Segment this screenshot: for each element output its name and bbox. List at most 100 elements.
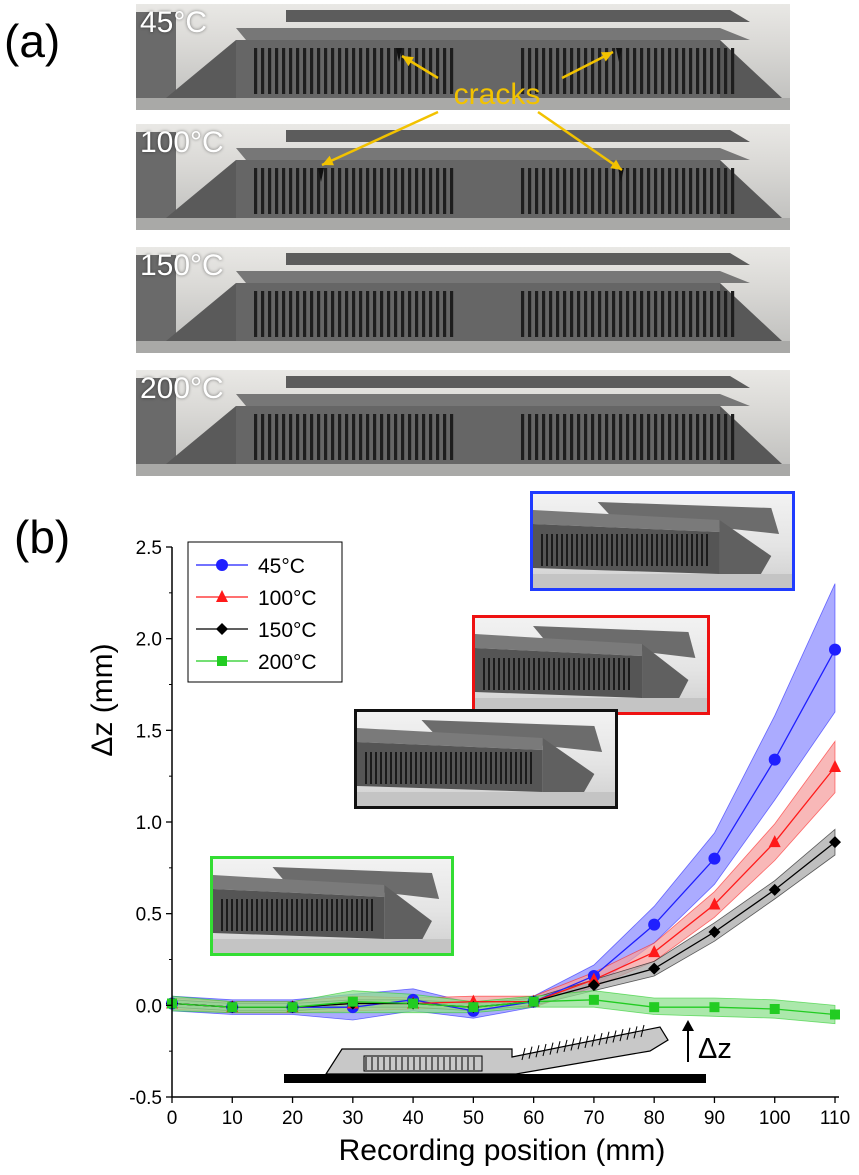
panel-b-label: (b) xyxy=(14,511,71,563)
y-tick-label: 0.0 xyxy=(136,996,162,1017)
slit xyxy=(303,291,307,337)
inset-slit xyxy=(656,534,658,566)
slit xyxy=(345,291,349,337)
schematic-slit xyxy=(640,1024,645,1038)
slit xyxy=(317,168,321,214)
inset-slit xyxy=(236,899,238,931)
slit xyxy=(717,48,721,94)
panel-a-label: (a) xyxy=(4,15,61,67)
legend-label: 100°C xyxy=(258,587,317,610)
slit xyxy=(268,414,272,460)
slit xyxy=(647,414,651,460)
inset-slit xyxy=(321,899,323,931)
slit xyxy=(401,291,405,337)
left-block xyxy=(136,12,176,110)
slit xyxy=(359,48,363,94)
inset-slit xyxy=(365,752,367,784)
data-point xyxy=(830,1009,840,1020)
inset-slit xyxy=(573,658,575,690)
slit xyxy=(366,48,370,94)
slit xyxy=(689,291,693,337)
slit xyxy=(310,414,314,460)
slit xyxy=(612,291,616,337)
inset-slit xyxy=(621,534,623,566)
crack-arrow-head xyxy=(402,56,414,67)
slit xyxy=(696,168,700,214)
slit xyxy=(626,291,630,337)
slit xyxy=(436,414,440,460)
slit xyxy=(254,414,258,460)
slit xyxy=(654,48,658,94)
slit xyxy=(535,414,539,460)
crack-arrow xyxy=(321,110,439,167)
slit xyxy=(542,291,546,337)
inset-slit xyxy=(616,534,618,566)
slit xyxy=(675,168,679,214)
base-plate xyxy=(136,341,790,353)
data-point xyxy=(649,1002,660,1013)
slit xyxy=(633,291,637,337)
crack-annotation-overlay: cracks xyxy=(321,50,623,172)
x-axis-label: Recording position (mm) xyxy=(339,1134,666,1167)
slit xyxy=(296,168,300,214)
slit xyxy=(563,48,567,94)
series-lines xyxy=(171,649,836,1016)
slit xyxy=(429,168,433,214)
slit xyxy=(275,414,279,460)
slit xyxy=(443,48,447,94)
inset-slit xyxy=(331,899,333,931)
inset-slit xyxy=(671,534,673,566)
confidence-band xyxy=(171,583,836,1021)
back-rail xyxy=(286,376,750,388)
slit xyxy=(647,48,651,94)
slit xyxy=(703,291,707,337)
slit xyxy=(275,291,279,337)
photo-temp-label: 45°C xyxy=(140,6,208,39)
inset-bar-top xyxy=(475,634,643,656)
data-point xyxy=(217,656,227,666)
slit xyxy=(731,48,735,94)
slit xyxy=(696,414,700,460)
slit xyxy=(731,291,735,337)
inset-slit xyxy=(221,899,223,931)
left-slope xyxy=(166,160,236,218)
left-slope xyxy=(166,283,236,341)
slit xyxy=(563,291,567,337)
slit xyxy=(689,168,693,214)
inset-slit xyxy=(380,752,382,784)
slit xyxy=(556,168,560,214)
data-point xyxy=(216,590,228,602)
slit xyxy=(282,168,286,214)
data-point xyxy=(408,998,419,1009)
slit xyxy=(380,48,384,94)
inset-slit xyxy=(661,534,663,566)
slit xyxy=(640,291,644,337)
slit xyxy=(549,291,553,337)
inset-slit xyxy=(483,658,485,690)
slit xyxy=(605,291,609,337)
data-point xyxy=(468,1002,479,1013)
slit xyxy=(436,291,440,337)
schematic-slit xyxy=(556,1041,561,1054)
slit xyxy=(401,48,405,94)
slit xyxy=(450,48,454,94)
inset-slit xyxy=(256,899,258,931)
inset-slit xyxy=(696,534,698,566)
y-tick-label: 0.5 xyxy=(136,905,162,926)
back-rail xyxy=(286,10,750,22)
slit xyxy=(415,168,419,214)
inset-slit xyxy=(420,752,422,784)
slit xyxy=(331,168,335,214)
inset-slit xyxy=(450,752,452,784)
slit xyxy=(626,48,630,94)
inset-slit xyxy=(500,752,502,784)
slit xyxy=(429,291,433,337)
inset-slit xyxy=(475,752,477,784)
slit xyxy=(598,48,602,94)
inset-slit xyxy=(631,534,633,566)
inset-slit xyxy=(601,534,603,566)
slit xyxy=(577,414,581,460)
crack-arrow-head xyxy=(322,155,334,166)
slit xyxy=(352,48,356,94)
inset-bar-slope xyxy=(542,738,595,792)
